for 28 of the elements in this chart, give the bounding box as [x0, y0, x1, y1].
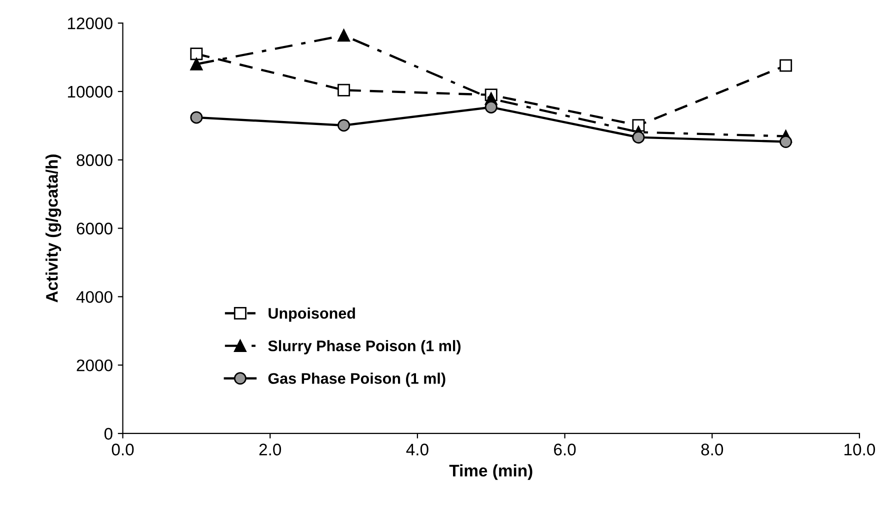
y-tick-label: 6000	[76, 222, 112, 234]
y-tick-label: 0	[104, 428, 112, 440]
point	[780, 136, 792, 148]
x-tick-label: 8.0	[701, 444, 724, 456]
point	[338, 119, 350, 132]
point	[780, 59, 792, 72]
y-tick-label: 12000	[68, 17, 112, 30]
x-axis-title: Time (min)	[449, 464, 532, 480]
point	[190, 48, 203, 60]
point	[338, 29, 350, 42]
point	[338, 84, 350, 96]
x-tick-label: 6.0	[554, 444, 576, 456]
x-tick-label: 10.0	[844, 444, 876, 456]
point	[190, 111, 203, 124]
x-tick-label: 4.0	[406, 444, 428, 456]
legend-label: Unpoisoned	[268, 308, 355, 322]
point	[190, 58, 203, 70]
x-tick-label: 2.0	[259, 444, 282, 456]
point	[484, 100, 498, 114]
legend-label: Gas Phase Poison (1 ml)	[268, 372, 446, 387]
legend-label: Slurry Phase Poison (1 ml)	[268, 340, 461, 354]
point	[632, 131, 645, 144]
y-axis-title: Activity (g/gcata/h)	[46, 154, 62, 302]
x-tick-label: 0.0	[112, 444, 134, 456]
y-tick-label: 4000	[76, 291, 112, 303]
y-tick-label: 10000	[68, 86, 112, 98]
y-tick-label: 2000	[76, 359, 112, 372]
y-tick-label: 8000	[76, 154, 112, 166]
